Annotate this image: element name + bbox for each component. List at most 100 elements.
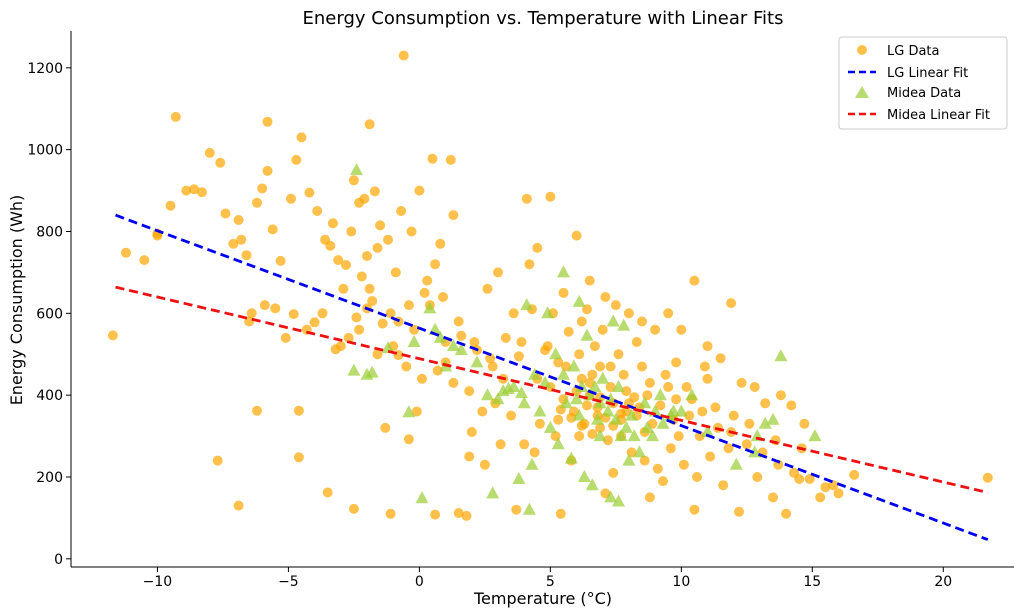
lg-data-point	[165, 200, 176, 211]
lg-data-point	[529, 447, 540, 458]
lg-data-point	[718, 480, 729, 491]
legend-midea-fit-label: Midea Linear Fit	[887, 108, 990, 123]
lg-data-point	[262, 116, 273, 127]
lg-data-point	[820, 482, 831, 493]
lg-data-point	[736, 377, 747, 388]
lg-data-point	[464, 451, 475, 462]
legend-lg-fit-label: LG Linear Fit	[887, 66, 968, 81]
lg-data-point	[445, 154, 456, 165]
midea-data-point	[627, 429, 641, 442]
lg-data-point	[372, 349, 383, 360]
lg-data-point	[383, 234, 393, 245]
lg-data-point	[364, 283, 375, 294]
midea-data-point	[470, 355, 484, 368]
lg-data-point	[435, 238, 446, 249]
lg-data-point	[545, 191, 556, 202]
midea-data-point	[575, 380, 589, 392]
lg-data-point	[516, 337, 527, 347]
lg-data-point	[419, 287, 430, 298]
axes	[70, 31, 1014, 568]
midea-data-point	[619, 420, 633, 433]
midea-data-point	[541, 306, 555, 319]
lg-data-point	[325, 240, 336, 251]
lg-data-point	[982, 472, 993, 483]
y-tick-label: 200	[36, 470, 63, 486]
midea-data-point	[588, 380, 602, 392]
lg-data-point	[597, 324, 608, 335]
lg-data-point	[589, 341, 600, 352]
lg-data-point	[495, 439, 506, 450]
lg-data-point	[618, 369, 629, 380]
midea-data-point	[585, 478, 599, 491]
midea-data-point	[365, 365, 379, 378]
lg-data-point	[815, 492, 826, 503]
lg-data-point	[665, 443, 676, 454]
lg-data-point	[212, 455, 223, 466]
lg-data-point	[288, 309, 299, 320]
lg-data-point	[595, 361, 606, 372]
lg-data-point	[781, 508, 792, 519]
lg-data-point	[487, 361, 498, 372]
lg-data-point	[479, 459, 490, 470]
midea-data-point	[570, 392, 584, 405]
lg-data-point	[385, 508, 396, 519]
midea-data-point	[520, 298, 534, 311]
midea-data-point	[609, 412, 623, 425]
midea-data-point	[433, 330, 447, 343]
lg-data-point	[660, 369, 671, 380]
y-tick-label: 1000	[27, 143, 63, 159]
lg-data-point	[252, 405, 262, 416]
lg-data-point	[553, 357, 564, 368]
midea-data-point	[766, 412, 780, 425]
lg-data-point	[461, 510, 472, 521]
midea-data-point	[601, 404, 615, 417]
lg-data-point	[107, 330, 118, 341]
y-axis-label: Energy Consumption (Wh)	[7, 195, 26, 406]
lg-data-point	[417, 373, 427, 384]
lg-data-point	[375, 220, 386, 231]
midea-data-point	[604, 490, 618, 503]
lg-data-point	[348, 175, 359, 186]
midea-data-point	[617, 318, 631, 331]
lg-data-point	[304, 187, 315, 198]
lg-data-point	[676, 324, 687, 335]
x-tick-label: −5	[278, 574, 299, 590]
lg-data-point	[595, 422, 606, 433]
lg-data-point	[390, 267, 401, 278]
midea-data-point	[559, 396, 573, 409]
lg-data-point	[534, 418, 545, 429]
legend-midea-data-marker	[855, 86, 869, 98]
midea-data-point	[481, 388, 494, 401]
lg-data-point	[406, 226, 417, 237]
midea-data-point	[543, 420, 557, 433]
lg-data-point	[673, 431, 684, 442]
lg-data-point	[749, 382, 760, 392]
lg-data-point	[286, 193, 296, 204]
lg-data-point	[456, 330, 467, 341]
lg-data-point	[267, 224, 278, 235]
midea-data-point	[515, 386, 528, 399]
lg-data-point	[403, 434, 414, 445]
midea-data-point	[685, 388, 699, 401]
midea-data-point	[606, 314, 620, 327]
midea-data-point	[596, 371, 610, 384]
lg-data-point	[367, 296, 378, 306]
lg-data-point	[432, 365, 443, 376]
lg-data-point	[252, 197, 262, 208]
lg-data-point	[697, 406, 708, 417]
midea-data-point	[653, 388, 667, 401]
lg-data-point	[833, 488, 844, 499]
x-tick-label: 15	[803, 574, 821, 590]
lg-data-point	[540, 345, 551, 356]
lg-data-point	[705, 451, 716, 462]
lg-data-point	[694, 431, 705, 442]
lg-data-point	[430, 259, 441, 270]
lg-data-point	[744, 418, 755, 429]
x-axis-label: Temperature (°C)	[473, 589, 612, 608]
y-ticks: 0 200 400 600 800 1000 1200	[27, 61, 71, 568]
lg-data-point	[401, 361, 412, 372]
lg-data-point	[610, 300, 621, 311]
lg-data-point	[220, 208, 231, 219]
lg-data-point	[275, 255, 286, 266]
lg-data-point	[453, 508, 464, 518]
